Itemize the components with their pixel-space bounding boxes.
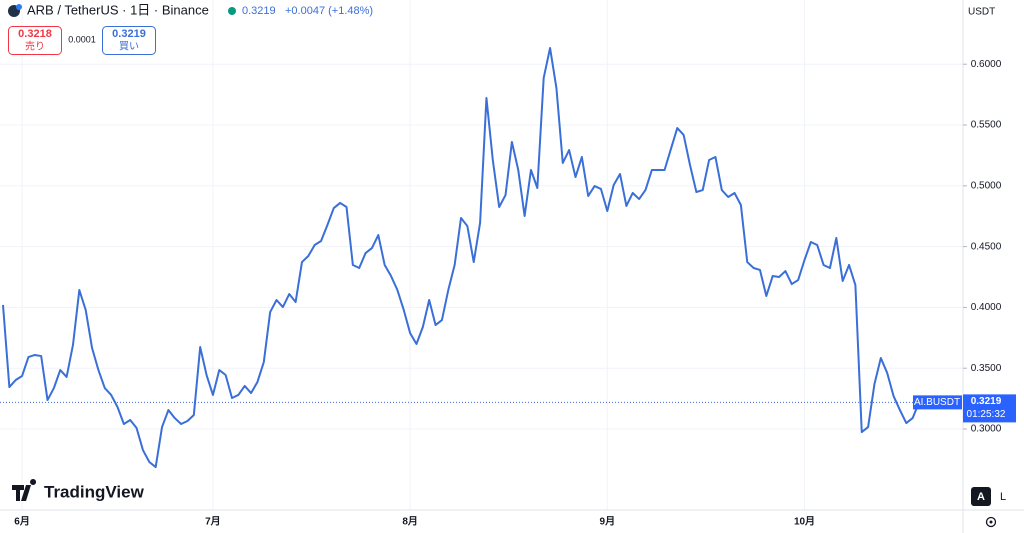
sell-label: 売り [25,40,45,53]
currency-selector[interactable]: USDT [968,7,995,18]
x-tick-label: 7月 [205,516,221,528]
buy-price: 0.3219 [112,28,146,40]
y-tick-label: 0.4000 [971,302,1002,313]
x-tick-label: 10月 [794,516,815,528]
spread: 0.0001 [68,34,96,44]
symbol-logo-badge [16,4,22,10]
y-tick-label: 0.5000 [971,180,1002,191]
price-change: +0.0047 (+1.48%) [285,5,373,17]
x-tick-label: 6月 [14,516,30,528]
y-tick-label: 0.4500 [971,241,1002,252]
price-tag-countdown: 01:25:32 [967,409,1006,420]
symbol-tag [913,395,962,410]
settings-icon[interactable] [985,516,997,528]
price-tag-value: 0.3219 [971,396,1002,407]
auto-scale-button[interactable] [971,487,991,506]
brand-logo [12,479,37,501]
last-price: 0.3219 [242,5,276,17]
buy-button[interactable] [102,26,156,55]
buy-label: 買い [119,41,139,53]
price-tag [963,394,1016,423]
y-tick-label: 0.3000 [971,424,1002,435]
settings-icon-center [989,520,993,524]
y-tick-label: 0.3500 [971,363,1002,374]
market-status [228,7,236,15]
plot [0,47,963,469]
y-tick-label: 0.6000 [971,59,1002,70]
auto-scale-label: A [977,491,985,503]
x-tick-label: 9月 [600,516,616,528]
symbol-tag-label: AI.BUSDT [914,397,960,408]
log-scale-button[interactable]: L [1000,491,1006,503]
x-tick-label: 8月 [402,516,418,528]
y-tick-label: 0.5500 [971,120,1002,131]
sell-button[interactable] [8,26,62,55]
brand-name: TradingView [44,482,145,501]
symbol-title[interactable]: ARB / TetherUS · 1日 · Binance [27,2,209,17]
price-line [2,47,920,469]
sell-price: 0.3218 [18,28,52,40]
